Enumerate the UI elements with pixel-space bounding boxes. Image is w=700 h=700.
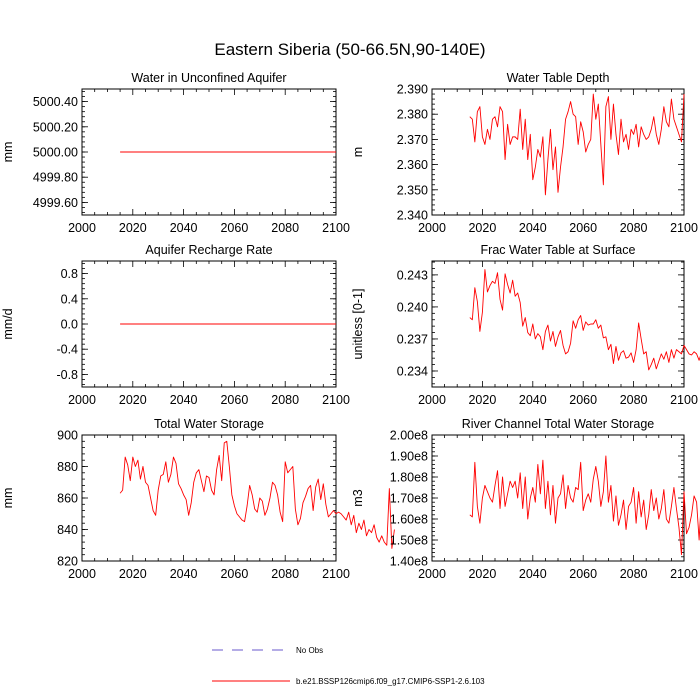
x-tick-label: 2080 bbox=[620, 221, 648, 235]
y-axis-label: mm bbox=[1, 142, 15, 163]
y-axis-label: m bbox=[351, 147, 365, 157]
x-tick-label: 2000 bbox=[418, 567, 446, 581]
chart-title: Water Table Depth bbox=[507, 71, 610, 85]
y-axis-label: m3 bbox=[351, 489, 365, 506]
x-tick-label: 2100 bbox=[322, 221, 350, 235]
legend-label-no-obs: No Obs bbox=[296, 646, 323, 655]
chart-panels: Water in Unconfined Aquifer mm 2000 2020 204… bbox=[1, 71, 700, 581]
x-tick-label: 2100 bbox=[322, 393, 350, 407]
chart-total-water-storage: Total Water Storage mm 2000 2020 2040 2060 208… bbox=[1, 417, 395, 581]
x-tick-label: 2080 bbox=[271, 393, 299, 407]
x-tick-label: 2080 bbox=[271, 221, 299, 235]
x-tick-label: 2100 bbox=[670, 221, 698, 235]
y-tick-label: 0.4 bbox=[61, 292, 78, 306]
x-tick-label: 2060 bbox=[220, 567, 248, 581]
chart-title: Frac Water Table at Surface bbox=[481, 243, 636, 257]
x-tick-label: 2100 bbox=[670, 393, 698, 407]
y-tick-label: 840 bbox=[57, 523, 78, 537]
chart-title: River Channel Total Water Storage bbox=[462, 417, 655, 431]
y-tick-label: 4999.80 bbox=[33, 171, 78, 185]
y-tick-label: 880 bbox=[57, 460, 78, 474]
legend-label-model-run: b.e21.BSSP126cmip6.f09_g17.CMIP6-SSP1-2.… bbox=[296, 677, 485, 686]
y-tick-label: 2.390 bbox=[397, 83, 428, 97]
series-line-0 bbox=[469, 93, 685, 196]
y-tick-label: 1.80e8 bbox=[390, 471, 428, 485]
x-tick-label: 2080 bbox=[620, 393, 648, 407]
legend: No Obs b.e21.BSSP126cmip6.f09_g17.CMIP6-… bbox=[212, 646, 485, 686]
x-tick-label: 2020 bbox=[468, 567, 496, 581]
x-tick-label: 2060 bbox=[569, 393, 597, 407]
x-tick-label: 2100 bbox=[670, 567, 698, 581]
x-tick-label: 2100 bbox=[322, 567, 350, 581]
y-tick-label: 2.380 bbox=[397, 108, 428, 122]
chart-water-in-unconfined-aquifer: Water in Unconfined Aquifer mm 2000 2020 204… bbox=[1, 71, 350, 235]
x-tick-label: 2080 bbox=[271, 567, 299, 581]
y-tick-label: 1.50e8 bbox=[390, 534, 428, 548]
y-tick-label: 2.00e8 bbox=[390, 429, 428, 443]
y-tick-label: -0.4 bbox=[56, 343, 78, 357]
y-tick-label: 0.243 bbox=[397, 268, 428, 282]
chart-frac-water-table-at-surface: Frac Water Table at Surface unitless [0-1… bbox=[351, 243, 700, 407]
chart-title: Water in Unconfined Aquifer bbox=[131, 71, 286, 85]
x-tick-label: 2040 bbox=[519, 567, 547, 581]
y-tick-label: 5000.00 bbox=[33, 146, 78, 160]
y-tick-label: 900 bbox=[57, 429, 78, 443]
y-tick-label: 0.240 bbox=[397, 300, 428, 314]
x-tick-label: 2020 bbox=[468, 393, 496, 407]
x-tick-label: 2040 bbox=[170, 221, 198, 235]
y-tick-label: 5000.20 bbox=[33, 120, 78, 134]
y-tick-label: 1.60e8 bbox=[390, 513, 428, 527]
x-tick-label: 2020 bbox=[119, 393, 147, 407]
chart-aquifer-recharge-rate: Aquifer Recharge Rate mm/d 2000 2020 2040 206… bbox=[1, 243, 350, 407]
x-tick-label: 2000 bbox=[418, 393, 446, 407]
y-tick-label: 5000.40 bbox=[33, 95, 78, 109]
chart-title: Aquifer Recharge Rate bbox=[145, 243, 272, 257]
plot-frame bbox=[431, 260, 685, 388]
x-tick-label: 2020 bbox=[119, 221, 147, 235]
series-line-0 bbox=[119, 440, 395, 549]
y-tick-label: 2.370 bbox=[397, 133, 428, 147]
y-tick-label: 1.40e8 bbox=[390, 555, 428, 569]
x-tick-label: 2060 bbox=[569, 221, 597, 235]
series-line-0 bbox=[469, 269, 700, 371]
x-tick-label: 2040 bbox=[519, 393, 547, 407]
x-tick-label: 2080 bbox=[620, 567, 648, 581]
plot-frame bbox=[81, 434, 337, 562]
y-tick-label: 1.70e8 bbox=[390, 492, 428, 506]
x-tick-label: 2060 bbox=[220, 221, 248, 235]
y-tick-label: 2.340 bbox=[397, 209, 428, 223]
x-tick-label: 2060 bbox=[220, 393, 248, 407]
chart-title: Total Water Storage bbox=[154, 417, 264, 431]
y-tick-label: 2.350 bbox=[397, 183, 428, 197]
x-tick-label: 2040 bbox=[519, 221, 547, 235]
x-tick-label: 2000 bbox=[68, 393, 96, 407]
x-tick-label: 2020 bbox=[119, 567, 147, 581]
y-tick-label: -0.8 bbox=[56, 368, 78, 382]
y-tick-label: 0.8 bbox=[61, 267, 78, 281]
x-tick-label: 2040 bbox=[170, 567, 198, 581]
figure-title: Eastern Siberia (50-66.5N,90-140E) bbox=[214, 40, 485, 59]
series-line-0 bbox=[469, 455, 700, 556]
y-axis-label: mm bbox=[1, 488, 15, 509]
chart-water-table-depth: Water Table Depth m 2000 2020 2040 2060 2080 21… bbox=[351, 71, 698, 235]
x-tick-label: 2040 bbox=[170, 393, 198, 407]
y-tick-label: 820 bbox=[57, 555, 78, 569]
y-tick-label: 0.237 bbox=[397, 332, 428, 346]
y-tick-label: 4999.60 bbox=[33, 196, 78, 210]
x-tick-label: 2060 bbox=[569, 567, 597, 581]
y-tick-label: 2.360 bbox=[397, 158, 428, 172]
y-axis-label: unitless [0-1] bbox=[351, 289, 365, 360]
plot-frame bbox=[431, 88, 685, 216]
y-tick-label: 0.0 bbox=[61, 318, 78, 332]
y-tick-label: 860 bbox=[57, 492, 78, 506]
y-tick-label: 0.234 bbox=[397, 364, 428, 378]
x-tick-label: 2000 bbox=[68, 567, 96, 581]
y-tick-label: 1.90e8 bbox=[390, 450, 428, 464]
x-tick-label: 2020 bbox=[468, 221, 496, 235]
y-axis-label: mm/d bbox=[1, 308, 15, 339]
chart-river-channel-total-water-storage: River Channel Total Water Storage m3 2000 2… bbox=[351, 417, 700, 581]
x-tick-label: 2000 bbox=[68, 221, 96, 235]
x-tick-label: 2000 bbox=[418, 221, 446, 235]
